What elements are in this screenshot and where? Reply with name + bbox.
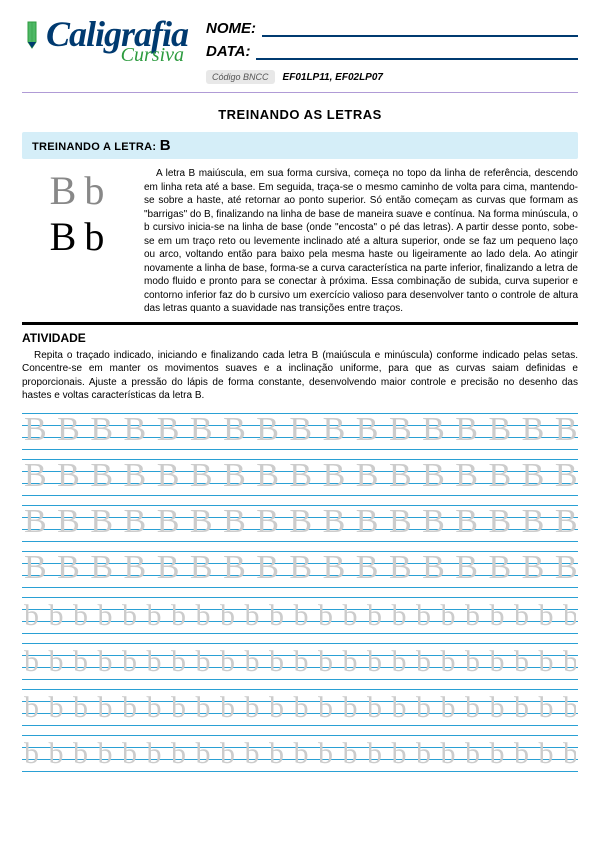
rule-line — [22, 541, 578, 542]
letter-bar-prefix: TREINANDO A LETRA: — [32, 141, 156, 153]
trace-letters: b b b b b b b b b b b b b b b b b b b b … — [24, 689, 576, 725]
rule-line — [22, 725, 578, 726]
trace-letters: B B B B B B B B B B B B B B B B B B — [24, 459, 576, 495]
code-badge: Código BNCC — [206, 70, 275, 84]
section-title: TREINANDO AS LETRAS — [22, 107, 578, 122]
divider-bar — [22, 322, 578, 325]
intro-text: A letra B maiúscula, em sua forma cursiv… — [144, 167, 578, 316]
activity-label: ATIVIDADE — [22, 331, 578, 345]
activity-text: Repita o traçado indicado, iniciando e f… — [22, 349, 578, 403]
fields: NOME: DATA: Código BNCC EF01LP11, EF02LP… — [206, 18, 578, 84]
practice-line[interactable]: B B B B B B B B B B B B B B B B B B — [22, 505, 578, 551]
header: Caligrafia Cursiva NOME: DATA: Código BN… — [22, 18, 578, 84]
practice-line[interactable]: B B B B B B B B B B B B B B B B B B — [22, 459, 578, 505]
sample-solid-lower: b — [84, 217, 104, 257]
name-label: NOME: — [206, 20, 256, 37]
code-value: EF01LP11, EF02LP07 — [283, 72, 383, 83]
intro-block: B b B b A letra B maiúscula, em sua form… — [22, 167, 578, 316]
rule-line — [22, 587, 578, 588]
name-field: NOME: — [206, 20, 578, 37]
practice-line[interactable]: b b b b b b b b b b b b b b b b b b b b … — [22, 597, 578, 643]
separator — [22, 92, 578, 93]
date-line[interactable] — [256, 46, 578, 60]
practice-line[interactable]: B B B B B B B B B B B B B B B B B B — [22, 551, 578, 597]
letter-bar-letter: B — [160, 137, 171, 154]
trace-letters: B B B B B B B B B B B B B B B B B B — [24, 505, 576, 541]
trace-letters: b b b b b b b b b b b b b b b b b b b b … — [24, 735, 576, 771]
trace-letters: B B B B B B B B B B B B B B B B B B — [24, 413, 576, 449]
logo: Caligrafia Cursiva — [22, 18, 188, 84]
letter-bar: TREINANDO A LETRA: B — [22, 132, 578, 159]
practice-line[interactable]: B B B B B B B B B B B B B B B B B B — [22, 413, 578, 459]
rule-line — [22, 495, 578, 496]
trace-letters: b b b b b b b b b b b b b b b b b b b b … — [24, 643, 576, 679]
rule-line — [22, 633, 578, 634]
pencil-icon — [22, 20, 42, 50]
code-row: Código BNCC EF01LP11, EF02LP07 — [206, 70, 578, 84]
trace-letters: B B B B B B B B B B B B B B B B B B — [24, 551, 576, 587]
sample-dotted-lower: b — [84, 171, 104, 211]
practice-line[interactable]: b b b b b b b b b b b b b b b b b b b b … — [22, 689, 578, 735]
rule-line — [22, 679, 578, 680]
trace-letters: b b b b b b b b b b b b b b b b b b b b … — [24, 597, 576, 633]
date-label: DATA: — [206, 43, 250, 60]
rule-line — [22, 771, 578, 772]
practice-line[interactable]: b b b b b b b b b b b b b b b b b b b b … — [22, 735, 578, 781]
letter-samples: B b B b — [22, 167, 132, 316]
sample-solid-upper: B — [50, 217, 77, 257]
date-field: DATA: — [206, 43, 578, 60]
name-line[interactable] — [262, 23, 578, 37]
sample-dotted-upper: B — [50, 171, 77, 211]
practice-area: B B B B B B B B B B B B B B B B B B B B B… — [22, 413, 578, 781]
rule-line — [22, 449, 578, 450]
practice-line[interactable]: b b b b b b b b b b b b b b b b b b b b … — [22, 643, 578, 689]
